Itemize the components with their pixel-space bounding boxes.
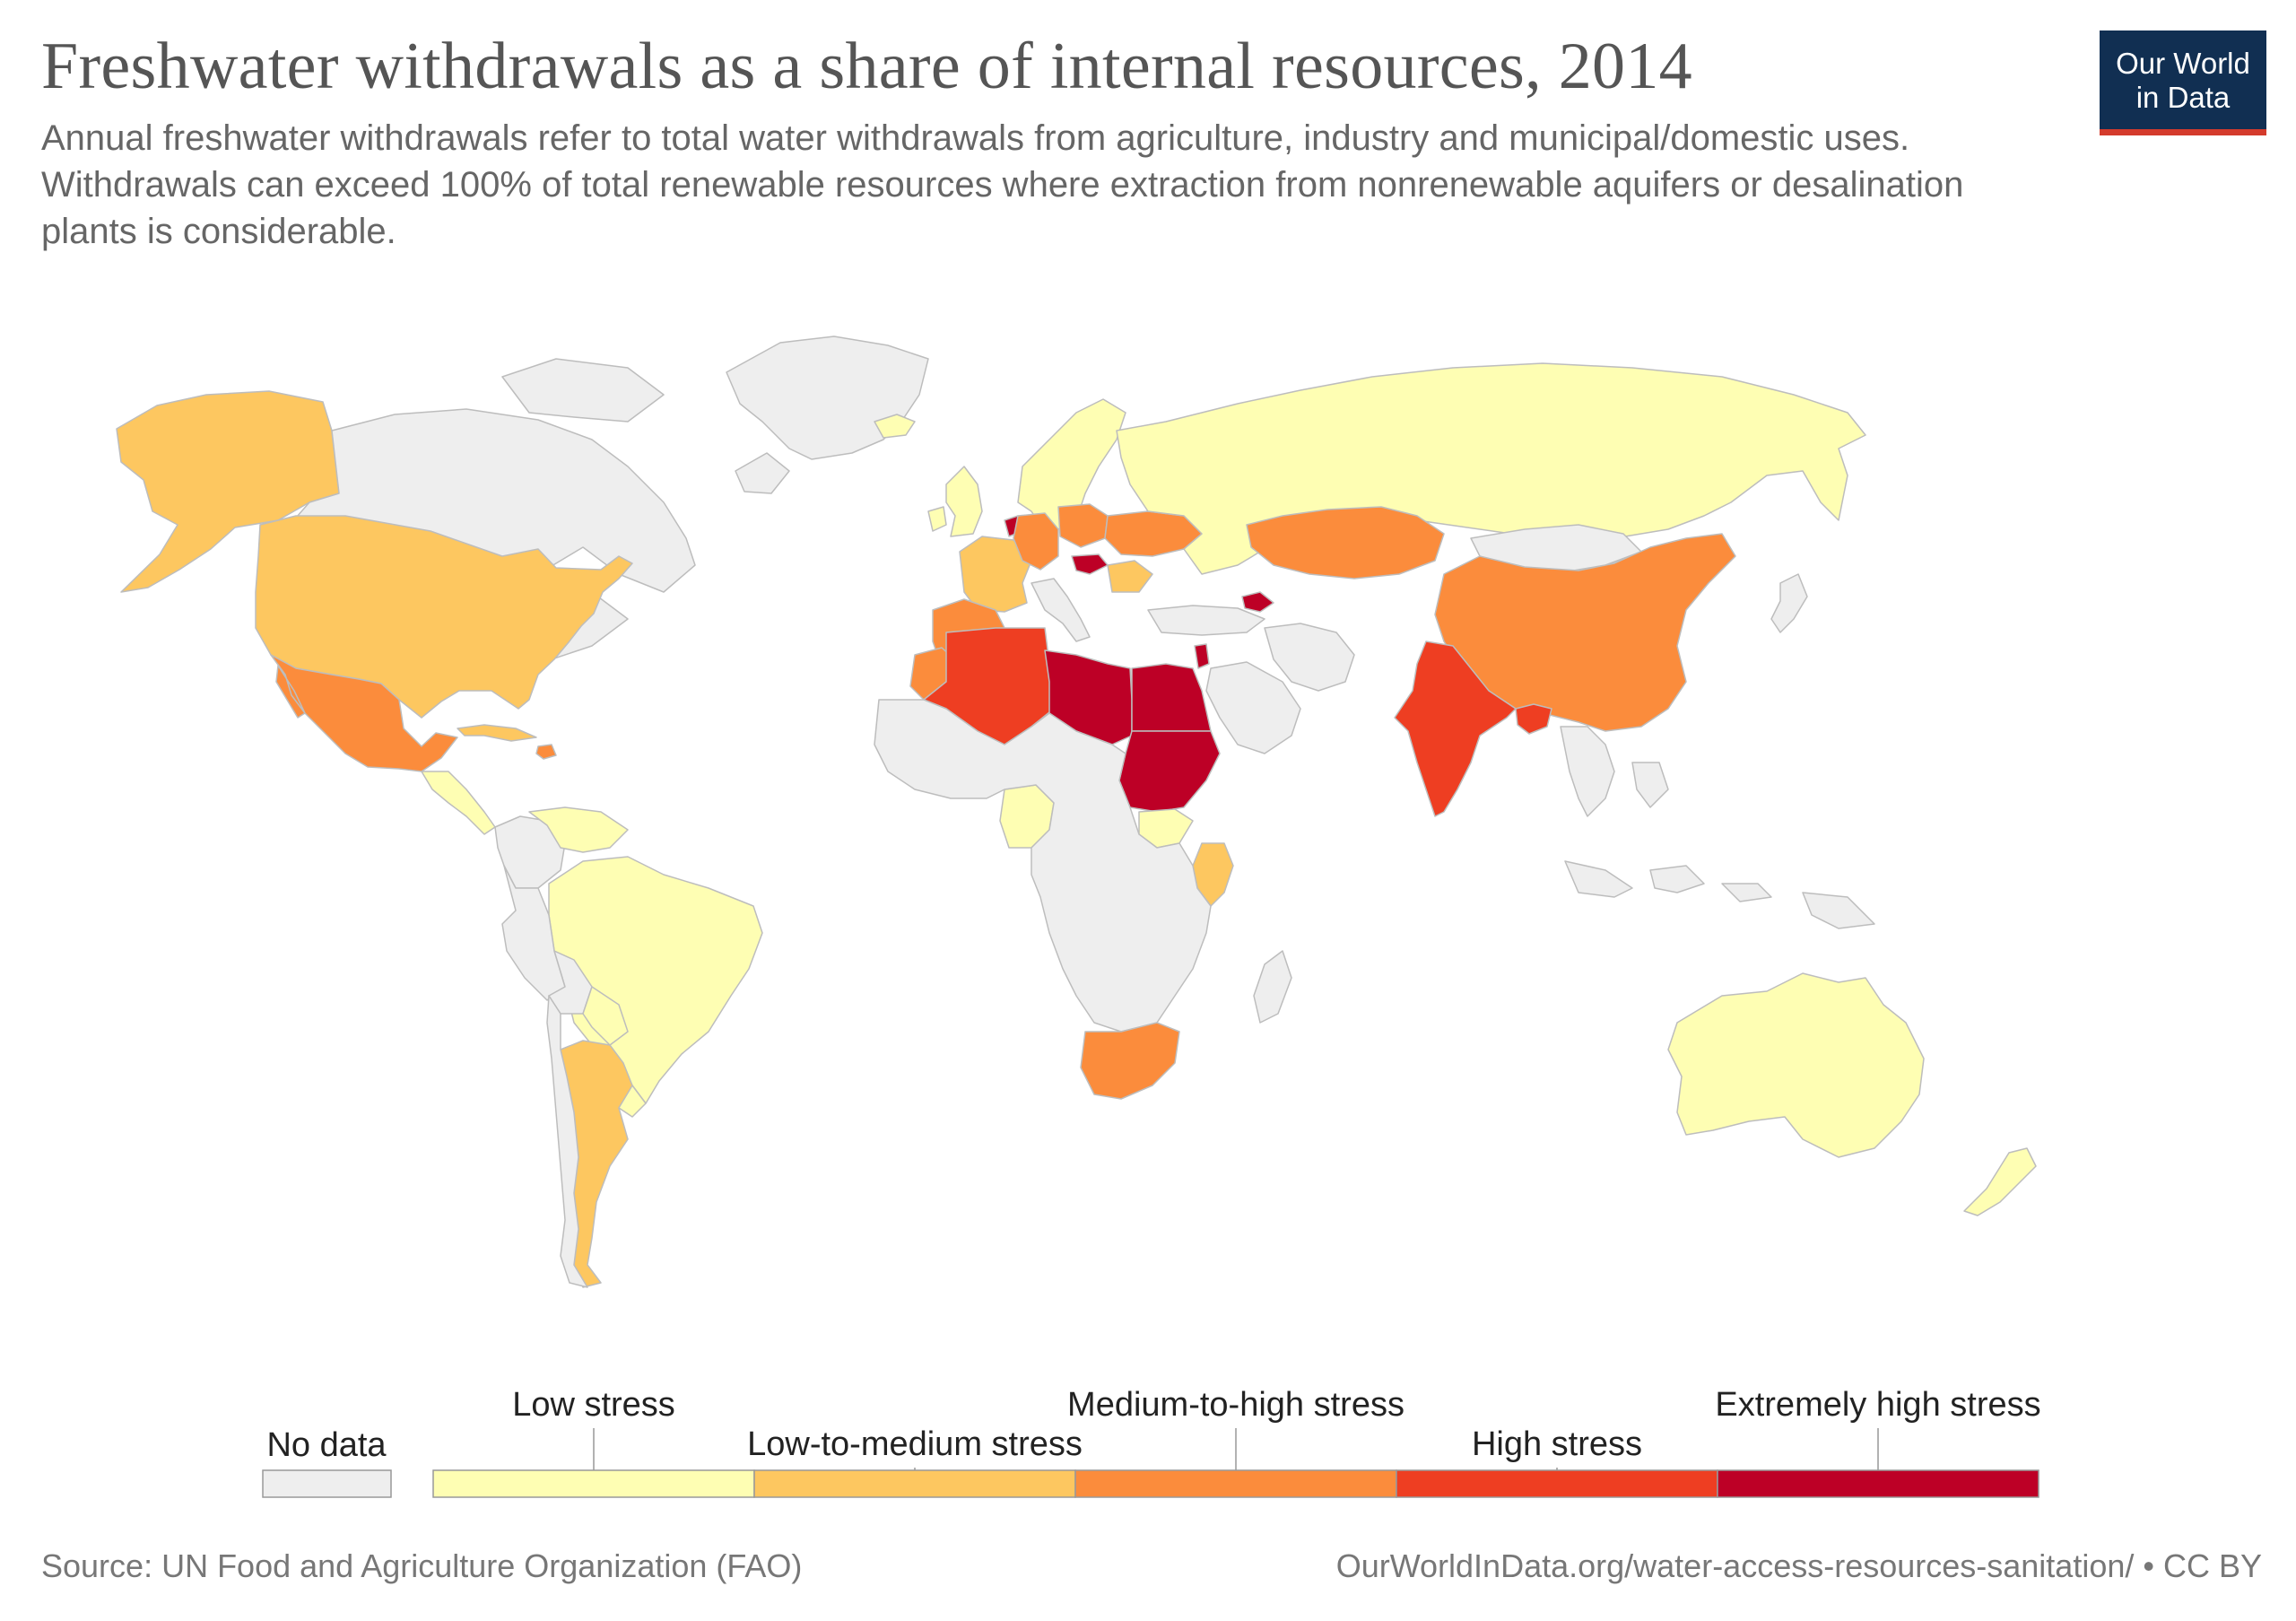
region-alaska[interactable]: [116, 390, 340, 593]
legend-label-1: Low stress: [512, 1386, 675, 1424]
legend-swatch-3: [1074, 1469, 1397, 1498]
region-turkey[interactable]: [1147, 605, 1265, 636]
region-colombia[interactable]: [494, 815, 566, 889]
region-papua-new-guinea[interactable]: [1802, 892, 1875, 929]
region-hungary[interactable]: [1071, 553, 1109, 575]
legend-label-4: High stress: [1472, 1425, 1642, 1463]
logo-line-2: in Data: [2135, 81, 2231, 114]
legend-label-3: Medium-to-high stress: [1067, 1386, 1405, 1424]
source-note: Source: UN Food and Agriculture Organiza…: [41, 1547, 803, 1584]
region-egypt[interactable]: [1131, 663, 1212, 732]
license-link[interactable]: OurWorldInData.org/water-access-resource…: [1335, 1547, 2262, 1584]
legend-no-data-swatch: [262, 1469, 392, 1498]
region-united-kingdom[interactable]: [945, 466, 983, 537]
legend-label-5: Extremely high stress: [1715, 1386, 2040, 1424]
owid-logo[interactable]: Our World in Data: [2100, 31, 2266, 135]
region-southeast-asia[interactable]: [1560, 726, 1669, 817]
world-map: [116, 336, 2037, 1288]
region-indonesia[interactable]: [1564, 860, 1772, 902]
legend-label-2: Low-to-medium stress: [747, 1425, 1083, 1463]
region-japan[interactable]: [1770, 573, 1808, 633]
region-venezuela[interactable]: [528, 806, 629, 853]
region-new-zealand[interactable]: [1963, 1147, 2037, 1216]
region-sudan[interactable]: [1118, 730, 1221, 813]
region-central-america[interactable]: [421, 771, 496, 835]
region-poland[interactable]: [1057, 503, 1109, 548]
region-ireland[interactable]: [927, 506, 947, 532]
region-iran[interactable]: [1264, 623, 1355, 692]
region-mexico[interactable]: [270, 654, 458, 772]
region-italy[interactable]: [1031, 578, 1091, 642]
map-legend: No data Low stress Low-to-medium stressMe…: [262, 1386, 2041, 1498]
chart-title: Freshwater withdrawals as a share of int…: [41, 30, 1692, 103]
legend-swatch-4: [1396, 1469, 1718, 1498]
legend-swatch-5: [1717, 1469, 2039, 1498]
region-greenland[interactable]: [726, 336, 929, 460]
chart-subtitle: Annual freshwater withdrawals refer to t…: [41, 118, 1964, 251]
region-iceland[interactable]: [874, 414, 916, 439]
region-bangladesh[interactable]: [1515, 703, 1552, 735]
legend-no-data-label: No data: [266, 1426, 387, 1464]
legend-swatch-2: [753, 1469, 1076, 1498]
logo-line-1: Our World: [2116, 47, 2250, 80]
region-cuba[interactable]: [457, 724, 537, 742]
region-australia[interactable]: [1667, 972, 1925, 1158]
region-azerbaijan[interactable]: [1241, 591, 1274, 613]
region-kazakhstan[interactable]: [1246, 506, 1445, 580]
region-bolivia[interactable]: [548, 950, 593, 1015]
region-saudi-arabia[interactable]: [1205, 661, 1301, 754]
region-india[interactable]: [1394, 641, 1517, 817]
region-south-africa[interactable]: [1080, 1022, 1180, 1100]
region-central-africa[interactable]: [874, 699, 1212, 1033]
region-dominican-republic[interactable]: [535, 744, 557, 760]
region-madagascar[interactable]: [1253, 950, 1292, 1024]
region-israel[interactable]: [1194, 643, 1210, 669]
region-romania[interactable]: [1107, 560, 1153, 593]
region-germany[interactable]: [1013, 512, 1059, 571]
region-chile[interactable]: [546, 995, 588, 1288]
legend-swatch-1: [432, 1469, 755, 1498]
